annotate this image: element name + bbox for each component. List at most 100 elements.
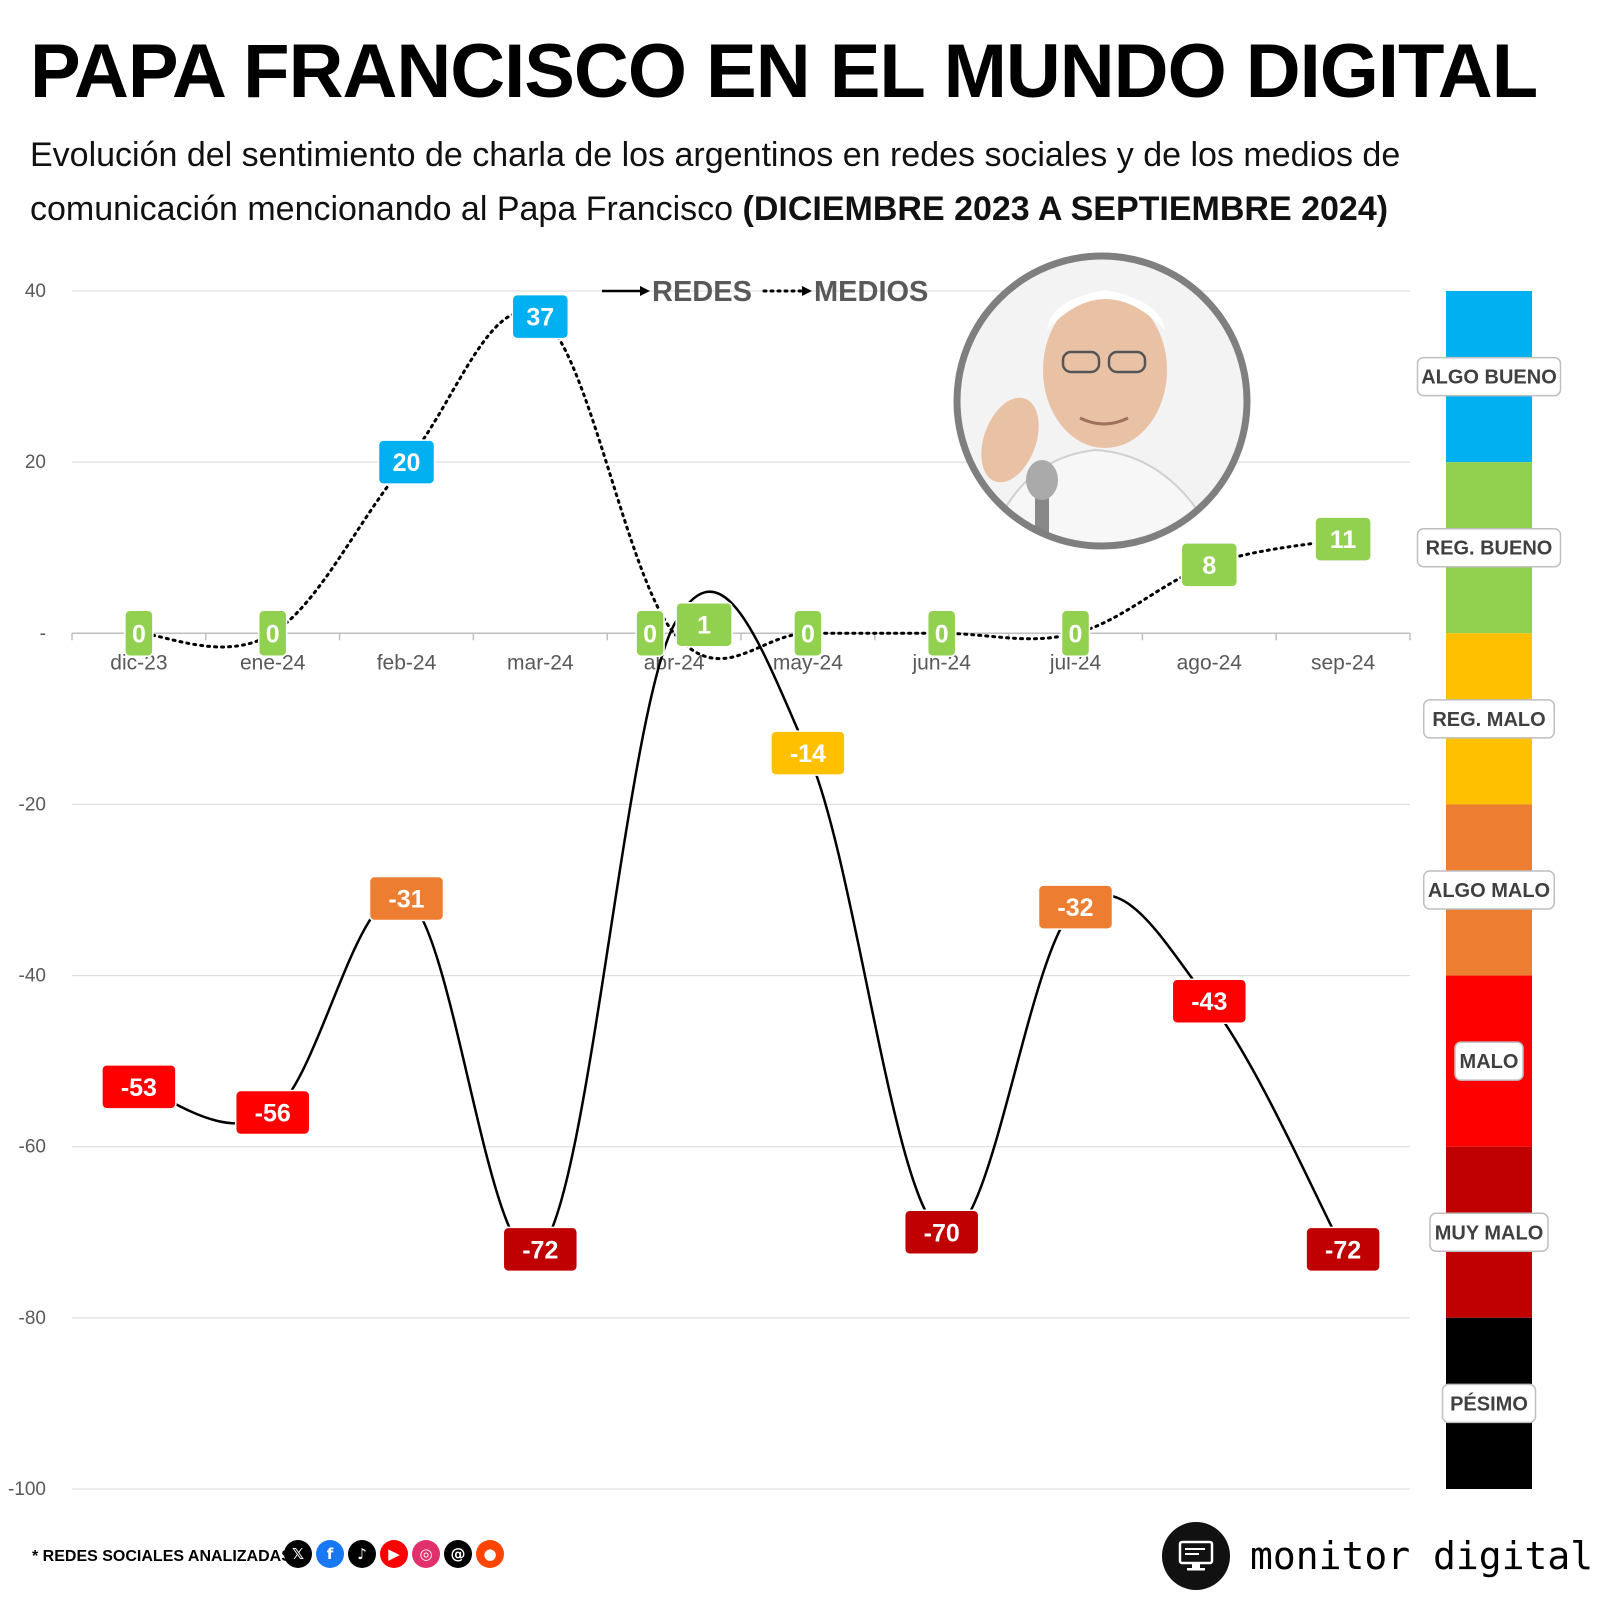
scale-label-box — [1423, 870, 1555, 910]
data-label: 0 — [257, 609, 288, 658]
tiktok-icon: ♪ — [348, 1540, 376, 1568]
data-label-box — [675, 601, 733, 648]
data-label-box — [368, 875, 445, 922]
data-label-box — [770, 730, 846, 776]
x-tick-label: mar-24 — [507, 651, 574, 674]
data-label: -43 — [1171, 978, 1248, 1024]
footer-note: * REDES SOCIALES ANALIZADAS — [32, 1548, 292, 1565]
page-subtitle: Evolución del sentimiento de charla de l… — [30, 128, 1550, 236]
brand-name: monitor digital — [1250, 1534, 1594, 1578]
scale-label: ALGO MALO — [1423, 870, 1555, 910]
scale-label-box — [1423, 699, 1555, 739]
data-label: -56 — [234, 1089, 311, 1136]
data-label-box — [635, 609, 665, 658]
data-label-value: 0 — [643, 620, 657, 648]
y-tick-label: -60 — [19, 1137, 46, 1158]
y-tick-label: 20 — [25, 452, 46, 473]
data-label: -32 — [1037, 884, 1114, 930]
data-label-value: 37 — [526, 304, 554, 332]
glasses-left — [1061, 350, 1101, 374]
data-label-box — [1314, 516, 1372, 562]
legend: REDES MEDIOS — [602, 276, 928, 308]
scale-label-box — [1454, 1041, 1524, 1081]
scale-label-box — [1429, 1212, 1549, 1253]
data-label: 1 — [675, 601, 733, 648]
x-tick-label: ago-24 — [1177, 651, 1243, 674]
monitor-icon — [1162, 1522, 1230, 1590]
x-tick-label: sep-24 — [1311, 651, 1376, 674]
data-label-box — [502, 1226, 579, 1273]
y-tick-label: -80 — [19, 1308, 46, 1329]
y-tick-label: 40 — [25, 281, 46, 302]
data-label: 0 — [124, 609, 154, 658]
series-line-medios — [137, 310, 1345, 661]
data-label: 11 — [1314, 516, 1372, 562]
youtube-icon: ▶ — [380, 1540, 408, 1568]
scale-label: ALGO BUENO — [1416, 356, 1562, 397]
y-tick-label: - — [40, 623, 46, 644]
data-label-value: 0 — [1069, 620, 1083, 648]
scale-label-text: REG. MALO — [1432, 709, 1545, 731]
hand-shape — [981, 397, 1039, 483]
data-label-value: 0 — [935, 620, 949, 648]
data-label-value: 20 — [393, 449, 421, 477]
x-tick-label: feb-24 — [377, 651, 437, 674]
data-label-value: -56 — [255, 1099, 291, 1127]
x-tick-label: jun-24 — [912, 651, 972, 674]
data-label: 20 — [377, 439, 436, 485]
scale-label: REG. BUENO — [1416, 527, 1562, 568]
x-icon: 𝕏 — [284, 1540, 312, 1568]
data-label-box — [234, 1089, 311, 1136]
data-label-value: 1 — [697, 612, 711, 640]
x-tick-label: jul-24 — [1049, 651, 1102, 674]
x-tick-label: ene-24 — [240, 651, 306, 674]
scale-label: MUY MALO — [1429, 1212, 1549, 1253]
data-label: 0 — [793, 609, 823, 658]
data-label-box — [1305, 1226, 1381, 1273]
scale-label: REG. MALO — [1423, 699, 1555, 739]
scale-label: MALO — [1454, 1041, 1524, 1081]
y-tick-label: -20 — [19, 794, 46, 815]
legend-arrow-icon — [640, 286, 650, 296]
scale-label-text: MALO — [1460, 1051, 1519, 1073]
data-label-value: -72 — [1325, 1236, 1361, 1264]
glasses-right — [1107, 350, 1147, 374]
scale-label-text: PÉSIMO — [1450, 1392, 1528, 1415]
threads-icon: @ — [444, 1540, 472, 1568]
scale-label-box — [1441, 1383, 1537, 1424]
data-label-box — [1060, 609, 1091, 658]
legend-label-medios: MEDIOS — [814, 276, 928, 308]
data-label-box — [257, 609, 288, 658]
data-label-box — [124, 609, 154, 658]
data-label-box — [793, 609, 823, 658]
legend-label-redes: REDES — [652, 276, 752, 308]
scale-label-box — [1416, 356, 1562, 397]
scale-label-text: MUY MALO — [1435, 1222, 1544, 1244]
data-label-value: 8 — [1202, 552, 1216, 580]
microphone-icon — [1026, 460, 1058, 500]
data-label: -53 — [101, 1064, 177, 1110]
data-label-box — [1180, 542, 1239, 588]
y-tick-label: -100 — [8, 1479, 46, 1500]
data-label-value: -70 — [924, 1219, 960, 1247]
data-label-value: -72 — [522, 1236, 558, 1264]
subtitle-text: Evolución del sentimiento de charla de l… — [30, 136, 1401, 228]
data-label-box — [101, 1064, 177, 1110]
data-label-value: 11 — [1330, 526, 1357, 554]
portrait-frame — [953, 252, 1251, 550]
reddit-icon: ● — [476, 1540, 504, 1568]
scale-label-text: REG. BUENO — [1426, 538, 1553, 560]
data-label-value: 0 — [266, 620, 280, 648]
data-label-value: 0 — [801, 620, 815, 648]
scale-label-box — [1416, 527, 1562, 568]
data-label: 8 — [1180, 542, 1239, 588]
data-label: 0 — [1060, 609, 1091, 658]
data-label-box — [926, 609, 957, 658]
subtitle-date-range: (DICIEMBRE 2023 A SEPTIEMBRE 2024) — [742, 190, 1389, 228]
zucchetto-shape — [1047, 290, 1165, 330]
data-label: -70 — [903, 1209, 980, 1256]
brand: monitor digital — [1162, 1522, 1593, 1590]
instagram-icon: ◎ — [412, 1540, 440, 1568]
